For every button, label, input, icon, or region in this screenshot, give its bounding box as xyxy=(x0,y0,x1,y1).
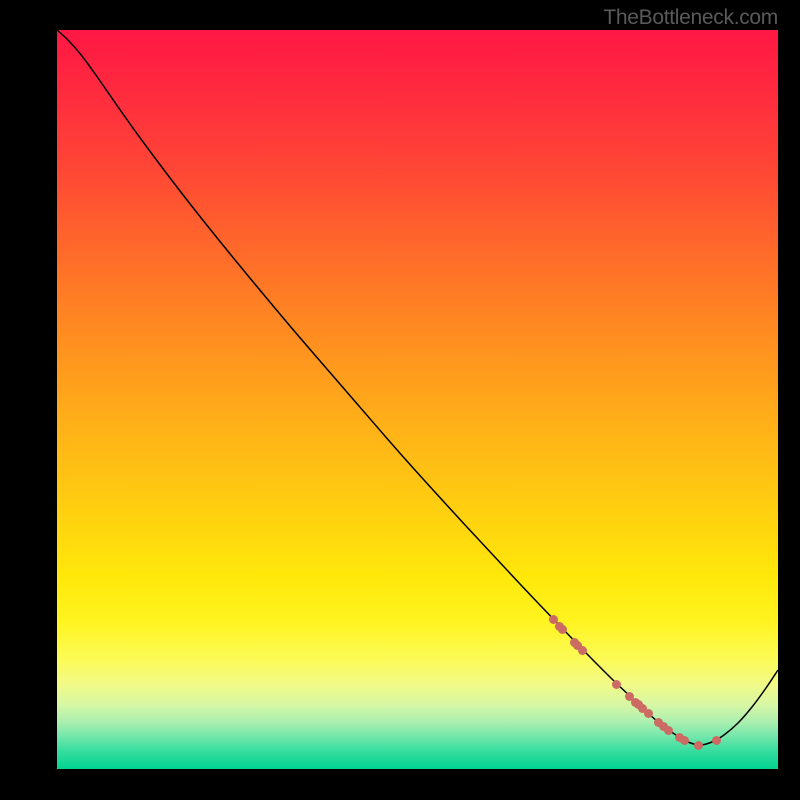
data-point-marker xyxy=(578,646,587,655)
data-point-marker xyxy=(694,741,703,750)
data-point-marker xyxy=(612,680,621,689)
data-point-marker xyxy=(664,726,673,735)
data-point-marker xyxy=(644,709,653,718)
curve-path xyxy=(57,30,778,745)
data-point-marker xyxy=(558,625,567,634)
bottleneck-curve xyxy=(57,30,778,769)
data-point-marker xyxy=(680,736,689,745)
watermark-text: TheBottleneck.com xyxy=(603,6,778,30)
data-point-marker xyxy=(712,736,721,745)
